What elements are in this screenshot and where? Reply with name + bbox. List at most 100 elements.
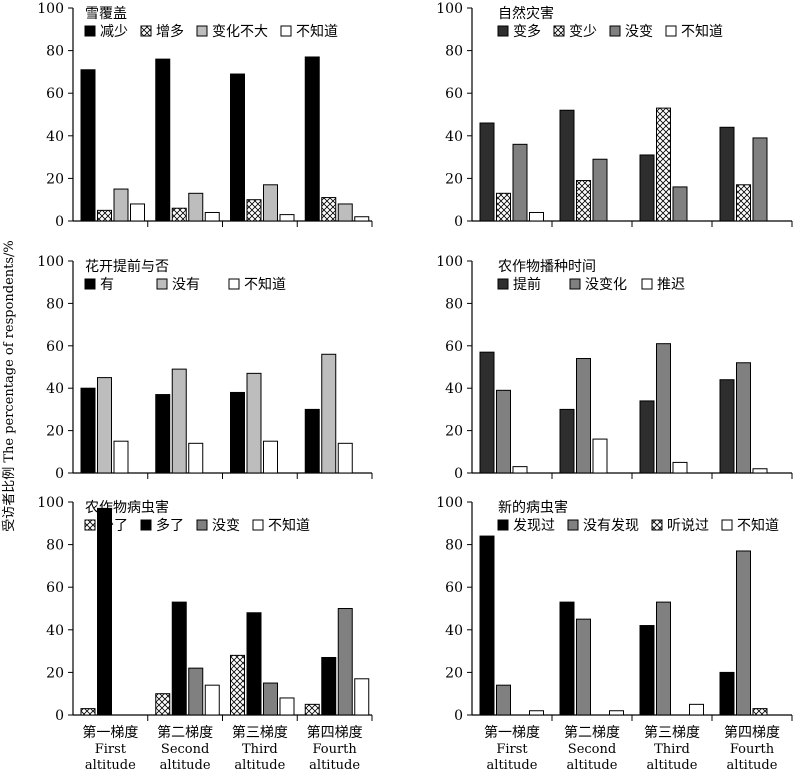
chart-title: 农作物病虫害 xyxy=(85,500,169,516)
bar-1-1-3 xyxy=(230,73,245,222)
y-tick-label: 60 xyxy=(46,339,64,355)
legend-label: 多了 xyxy=(156,517,184,534)
legend-swatch xyxy=(567,519,579,531)
x-label-en-2: altitude xyxy=(85,758,136,773)
bar-2-3-2 xyxy=(592,158,608,222)
legend-label: 发现过 xyxy=(513,518,555,534)
bar-6-1-1 xyxy=(479,535,495,716)
legend-label: 有 xyxy=(100,277,114,293)
y-tick-label: 80 xyxy=(46,538,64,554)
bar-2-4-1 xyxy=(529,211,544,222)
y-tick-label: 100 xyxy=(37,1,64,17)
bar-6-1-3 xyxy=(639,625,655,716)
bar-4-2-2 xyxy=(576,358,591,474)
bar-2-1-4 xyxy=(719,126,735,222)
legend-swatch xyxy=(84,278,96,290)
legend-label: 增多 xyxy=(156,23,184,40)
bar-1-3-1 xyxy=(113,188,129,222)
x-label-en-1: Third xyxy=(242,742,278,757)
x-label-en-1: First xyxy=(496,742,528,757)
y-tick-label: 100 xyxy=(436,1,463,17)
legend-item: 不知道 xyxy=(280,23,338,40)
y-tick-label: 80 xyxy=(46,296,64,312)
y-tick-label: 60 xyxy=(46,86,64,102)
y-tick-label: 0 xyxy=(55,214,64,230)
bar-4-1-1 xyxy=(479,351,495,474)
legend-label: 变多 xyxy=(513,23,541,40)
bar-1-3-2 xyxy=(188,192,204,222)
bar-5-2-3 xyxy=(246,612,262,716)
x-label-en-2: altitude xyxy=(234,758,285,773)
y-tick-label: 80 xyxy=(46,44,64,60)
x-label-cn: 第三梯度 xyxy=(644,724,700,741)
bar-5-4-2 xyxy=(204,684,220,716)
bar-2-2-1 xyxy=(496,192,511,222)
bar-4-3-2 xyxy=(592,438,608,474)
y-tick-label: 0 xyxy=(454,214,463,230)
y-tick-label: 60 xyxy=(445,580,463,596)
legend-item: 没变 xyxy=(609,24,653,40)
bar-6-1-4 xyxy=(719,671,735,716)
bar-3-3-3 xyxy=(263,440,278,474)
x-label-en-1: Third xyxy=(654,742,690,757)
y-tick-label: 40 xyxy=(445,623,463,639)
legend-swatch xyxy=(641,278,653,290)
bar-3-2-1 xyxy=(97,377,112,474)
y-tick-label: 40 xyxy=(46,623,64,639)
x-label-cn: 第二梯度 xyxy=(564,724,620,741)
legend-label: 没有 xyxy=(172,277,200,293)
x-label-cn: 第四梯度 xyxy=(724,724,780,741)
x-label-en-2: altitude xyxy=(160,758,211,773)
legend-swatch xyxy=(609,25,621,37)
legend-swatch xyxy=(553,25,565,37)
y-tick-label: 100 xyxy=(436,495,463,511)
legend-swatch xyxy=(497,519,509,531)
x-label-cn: 第一梯度 xyxy=(82,724,138,741)
bar-2-2-2 xyxy=(576,180,591,222)
bar-1-1-2 xyxy=(155,58,171,222)
x-label-en-1: Fourth xyxy=(730,742,775,757)
bar-1-4-1 xyxy=(130,203,145,222)
y-tick-label: 0 xyxy=(55,708,64,724)
legend-swatch xyxy=(497,25,509,37)
bar-3-3-2 xyxy=(188,442,204,474)
y-tick-label: 60 xyxy=(445,86,463,102)
bar-2-3-3 xyxy=(672,186,688,222)
y-tick-label: 0 xyxy=(454,466,463,482)
bar-2-1-2 xyxy=(559,109,575,222)
legend-label: 提前 xyxy=(513,276,541,293)
bar-3-3-4 xyxy=(337,442,353,474)
legend-item: 没变 xyxy=(196,518,240,534)
x-label-en-2: altitude xyxy=(487,758,538,773)
legend-swatch xyxy=(497,278,509,290)
legend-item: 听说过 xyxy=(651,518,709,534)
legend-item: 变化不大 xyxy=(196,24,268,40)
bar-4-3-1 xyxy=(512,466,528,474)
y-tick-label: 0 xyxy=(454,708,463,724)
y-axis-label: 受访者比例 The percentage of respondents/% xyxy=(2,240,17,532)
bar-1-4-2 xyxy=(204,211,220,222)
y-tick-label: 60 xyxy=(46,580,64,596)
x-label-cn: 第二梯度 xyxy=(157,724,213,741)
y-tick-label: 20 xyxy=(46,424,64,440)
bar-2-2-4 xyxy=(736,184,751,222)
bar-4-3-3 xyxy=(672,461,688,474)
legend-swatch xyxy=(156,278,168,290)
y-tick-label: 100 xyxy=(436,254,463,270)
x-label-en-1: Second xyxy=(161,742,209,757)
y-tick-label: 20 xyxy=(46,171,64,187)
legend-swatch xyxy=(651,519,663,531)
x-label-en-1: Second xyxy=(568,742,616,757)
legend-label: 变化不大 xyxy=(212,24,268,40)
legend-label: 推迟 xyxy=(657,277,685,293)
bar-2-1-1 xyxy=(479,122,495,222)
legend-swatch xyxy=(252,519,264,531)
bar-5-1-2 xyxy=(155,693,171,716)
legend-label: 没变化 xyxy=(585,277,627,293)
legend-item: 没变化 xyxy=(569,277,627,293)
legend-item: 减少 xyxy=(84,24,128,40)
